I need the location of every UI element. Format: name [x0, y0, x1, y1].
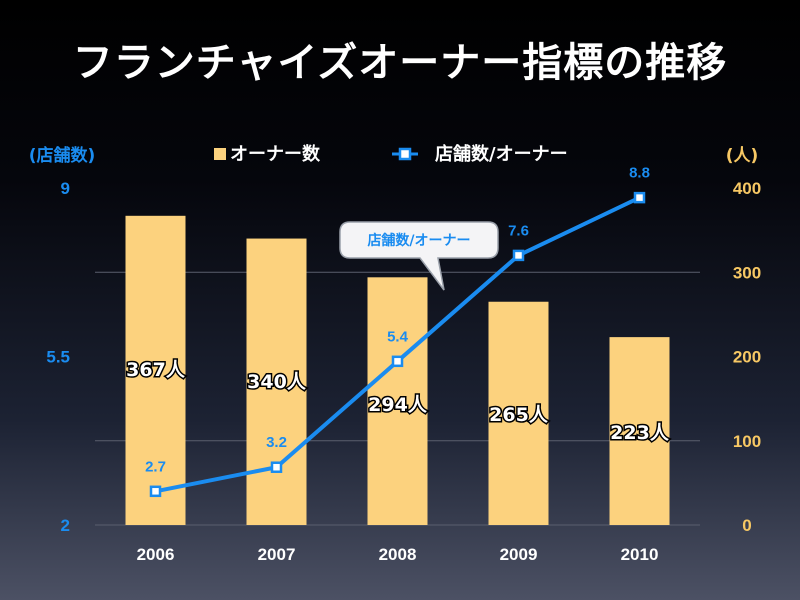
bar-data-label: 340人	[247, 371, 307, 393]
bar	[488, 301, 549, 525]
x-tick-label: 2010	[621, 545, 659, 564]
line-point	[270, 461, 283, 473]
legend-bar-swatch	[214, 148, 226, 160]
right-axis-unit: (人)	[726, 146, 759, 166]
x-tick-label: 2006	[137, 545, 175, 564]
line-point	[633, 191, 646, 204]
line-point	[391, 355, 404, 368]
bar	[246, 238, 307, 526]
legend-line-label: 店舗数/オーナー	[435, 143, 568, 165]
callout-bubble	[339, 221, 499, 291]
bar-data-label: 367人	[126, 359, 186, 381]
right-y-tick-label: 200	[733, 348, 761, 367]
bar-data-label: 294人	[368, 394, 428, 416]
right-y-tick-label: 300	[733, 263, 761, 282]
right-y-tick-label: 0	[742, 516, 751, 535]
bar	[367, 277, 428, 525]
callout-text: 店舗数/オーナー	[367, 232, 470, 249]
legend-bar-label: オーナー数	[230, 143, 321, 165]
left-axis-unit: (店舗数)	[29, 145, 96, 166]
line-data-label: 7.6	[508, 222, 529, 239]
bar-data-label: 265人	[489, 404, 549, 426]
x-tick-label: 2008	[379, 545, 417, 564]
right-y-tick-label: 100	[733, 432, 761, 451]
left-y-tick-label: 9	[61, 179, 70, 198]
bar	[125, 215, 186, 526]
line-point	[149, 485, 162, 498]
line-point	[512, 249, 525, 262]
x-tick-label: 2009	[500, 545, 538, 564]
line-data-label: 2.7	[145, 458, 166, 475]
legend-line-marker	[398, 147, 412, 161]
right-y-tick-label: 400	[733, 179, 761, 198]
line-data-label: 5.4	[387, 328, 409, 345]
x-tick-label: 2007	[258, 545, 296, 564]
bar	[609, 337, 670, 525]
line-data-label: 3.2	[266, 434, 287, 451]
callout: 店舗数/オーナー	[339, 221, 499, 291]
left-y-tick-label: 5.5	[46, 348, 70, 367]
page-title: フランチャイズオーナー指標の推移	[72, 40, 728, 86]
line-data-label: 8.8	[629, 165, 650, 182]
left-y-tick-label: 2	[61, 516, 70, 535]
bar-data-label: 223人	[610, 422, 670, 444]
